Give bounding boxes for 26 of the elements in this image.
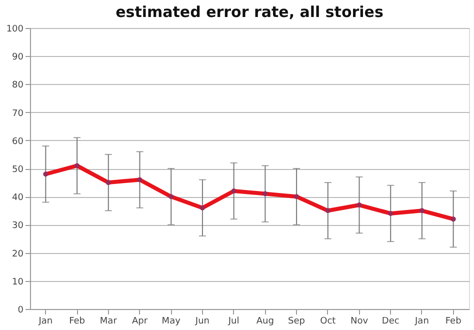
x-tick-label: Dec [382, 316, 400, 326]
y-tick-label: 70 [12, 108, 24, 119]
y-tick-label: 30 [12, 221, 24, 232]
x-tick-label: Jun [194, 316, 210, 326]
y-tick-label: 90 [12, 52, 24, 63]
x-tick-label: Aug [256, 316, 274, 326]
y-tick-label: 20 [12, 249, 24, 260]
x-tick-label: May [162, 316, 182, 326]
y-tick-label: 80 [12, 80, 24, 91]
x-tick-label: Mar [100, 316, 118, 326]
x-tick-label: Jul [227, 316, 240, 326]
y-tick-label: 10 [12, 277, 24, 288]
x-tick-label: Jan [38, 316, 53, 326]
y-tick-label: 50 [12, 165, 24, 175]
x-tick-label: Sep [288, 316, 306, 326]
x-tick-label: Oct [320, 316, 336, 326]
x-tick-label: Feb [445, 316, 462, 326]
x-tick-label: Nov [350, 316, 369, 326]
y-tick-label: 0 [18, 306, 24, 316]
x-tick-label: Apr [132, 316, 148, 326]
y-tick-label: 60 [12, 136, 24, 147]
y-tick-label: 40 [12, 193, 24, 204]
x-tick-label: Jan [414, 316, 429, 326]
y-tick-label: 100 [6, 24, 24, 34]
chart-title: estimated error rate, all stories [116, 3, 384, 21]
x-tick-label: Feb [69, 316, 86, 326]
